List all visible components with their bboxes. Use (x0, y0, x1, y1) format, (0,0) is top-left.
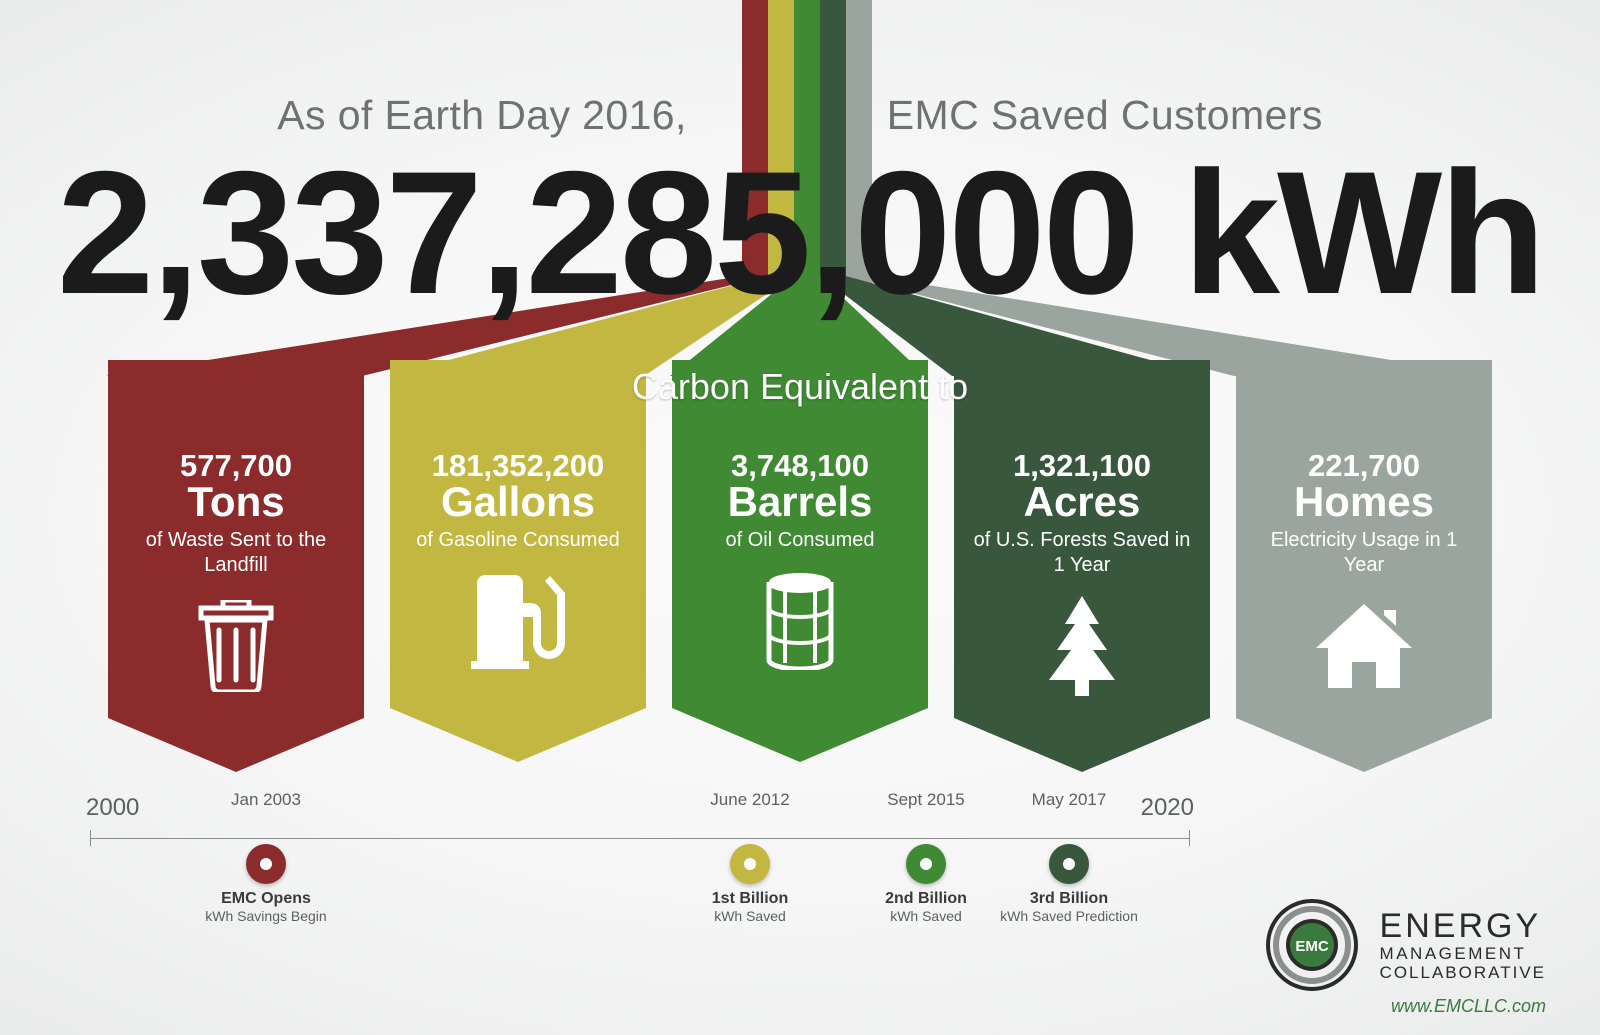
milestone-dot-icon (730, 844, 770, 884)
hero: As of Earth Day 2016, EMC Saved Customer… (0, 92, 1600, 334)
timeline: 2000 2020 Jan 2003 EMC Opens kWh Savings… (90, 838, 1190, 839)
milestone-dot-icon (1049, 844, 1089, 884)
tagline-left: As of Earth Day 2016, (277, 92, 687, 139)
tree-icon (968, 596, 1196, 696)
milestone-sub: kWh Savings Begin (181, 908, 351, 924)
milestone-dot-icon (906, 844, 946, 884)
tagline-right: EMC Saved Customers (887, 92, 1323, 139)
brand-url: www.EMCLLC.com (1391, 996, 1546, 1017)
card-acres: 1,321,100 Acres of U.S. Forests Saved in… (954, 360, 1210, 772)
card-unit: Homes (1250, 478, 1478, 526)
brand-line2: MANAGEMENT (1380, 945, 1546, 962)
milestone-date: May 2017 (984, 790, 1154, 810)
card-unit: Tons (122, 478, 350, 526)
brand-logo-icon: EMC (1266, 899, 1358, 991)
barrel-icon (686, 571, 914, 671)
card-barrels: 3,748,100 Barrels of Oil Consumed (672, 360, 928, 772)
card-chevron (954, 718, 1210, 772)
brand-line3: COLLABORATIVE (1380, 964, 1546, 981)
cards-row: 577,700 Tons of Waste Sent to the Landfi… (100, 360, 1500, 772)
milestone-sub: kWh Saved (665, 908, 835, 924)
card-tons: 577,700 Tons of Waste Sent to the Landfi… (108, 360, 364, 772)
svg-text:EMC: EMC (1295, 938, 1329, 955)
milestone-date: Jan 2003 (181, 790, 351, 810)
milestone-dot-icon (246, 844, 286, 884)
card-homes: 221,700 Homes Electricity Usage in 1 Yea… (1236, 360, 1492, 772)
home-icon (1250, 596, 1478, 696)
card-desc: of Waste Sent to the Landfill (122, 528, 350, 578)
card-chevron (1236, 718, 1492, 772)
milestone-title: 3rd Billion (984, 890, 1154, 908)
card-desc: of U.S. Forests Saved in 1 Year (968, 528, 1196, 578)
card-chevron (672, 708, 928, 762)
card-unit: Barrels (686, 478, 914, 526)
brand: EMC ENERGY MANAGEMENT COLLABORATIVE (1266, 899, 1546, 991)
milestone: Jan 2003 EMC Opens kWh Savings Begin (181, 818, 351, 924)
timeline-start: 2000 (86, 794, 139, 822)
card-unit: Acres (968, 478, 1196, 526)
trash-icon (122, 596, 350, 696)
hero-value: 2,337,285,000 kWh (0, 133, 1600, 334)
milestone-sub: kWh Saved Prediction (984, 908, 1154, 924)
milestone-title: EMC Opens (181, 890, 351, 908)
pump-icon (404, 571, 632, 671)
card-desc: of Gasoline Consumed (404, 528, 632, 553)
card-desc: Electricity Usage in 1 Year (1250, 528, 1478, 578)
milestone-date: June 2012 (665, 790, 835, 810)
card-desc: of Oil Consumed (686, 528, 914, 553)
card-unit: Gallons (404, 478, 632, 526)
card-chevron (108, 718, 364, 772)
section-title: Carbon Equivalent to (0, 366, 1600, 408)
brand-line1: ENERGY (1380, 909, 1546, 943)
milestone-title: 1st Billion (665, 890, 835, 908)
card-gallons: 181,352,200 Gallons of Gasoline Consumed (390, 360, 646, 772)
milestone: June 2012 1st Billion kWh Saved (665, 818, 835, 924)
milestone: May 2017 3rd Billion kWh Saved Predictio… (984, 818, 1154, 924)
card-chevron (390, 708, 646, 762)
